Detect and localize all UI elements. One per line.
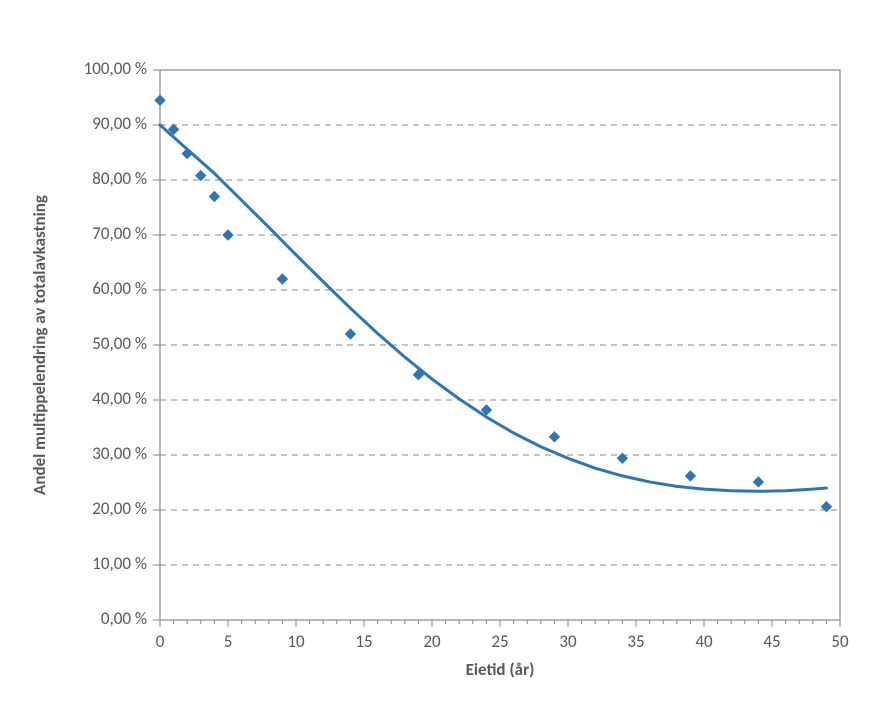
x-tick-label: 50 bbox=[831, 631, 849, 652]
y-tick-label: 90,00 % bbox=[92, 113, 147, 134]
x-tick-label: 5 bbox=[224, 631, 233, 652]
x-tick-label: 20 bbox=[423, 631, 441, 652]
x-tick-label: 45 bbox=[763, 631, 780, 652]
y-axis-label: Andel multippelendring av totalavkastnin… bbox=[29, 195, 50, 495]
chart-container: 0,00 % 10,00 % 20,00 % 30,00 % 40,00 % 50,00 … bbox=[0, 0, 892, 714]
x-tick-label: 40 bbox=[695, 631, 713, 652]
x-tick-label: 10 bbox=[287, 631, 305, 652]
x-tick-label: 35 bbox=[627, 631, 644, 652]
x-tick-label: 25 bbox=[491, 631, 508, 652]
y-tick-label: 40,00 % bbox=[92, 388, 147, 409]
y-tick-label: 0,00 % bbox=[101, 608, 147, 629]
y-tick-label: 20,00 % bbox=[92, 498, 147, 519]
x-tick-label: 30 bbox=[559, 631, 577, 652]
y-tick-label: 60,00 % bbox=[92, 278, 147, 299]
x-tick-label: 0 bbox=[156, 631, 165, 652]
x-axis-label: Eietid (år) bbox=[466, 659, 535, 680]
chart-svg: 0,00 % 10,00 % 20,00 % 30,00 % 40,00 % 50,00 … bbox=[0, 0, 892, 714]
y-tick-label: 70,00 % bbox=[92, 223, 147, 244]
y-tick-label: 100,00 % bbox=[84, 58, 147, 79]
x-tick-label: 15 bbox=[355, 631, 372, 652]
y-tick-label: 80,00 % bbox=[92, 168, 147, 189]
y-tick-label: 10,00 % bbox=[92, 553, 147, 574]
chart-background bbox=[0, 0, 892, 714]
y-tick-label: 50,00 % bbox=[92, 333, 147, 354]
y-tick-label: 30,00 % bbox=[92, 443, 147, 464]
